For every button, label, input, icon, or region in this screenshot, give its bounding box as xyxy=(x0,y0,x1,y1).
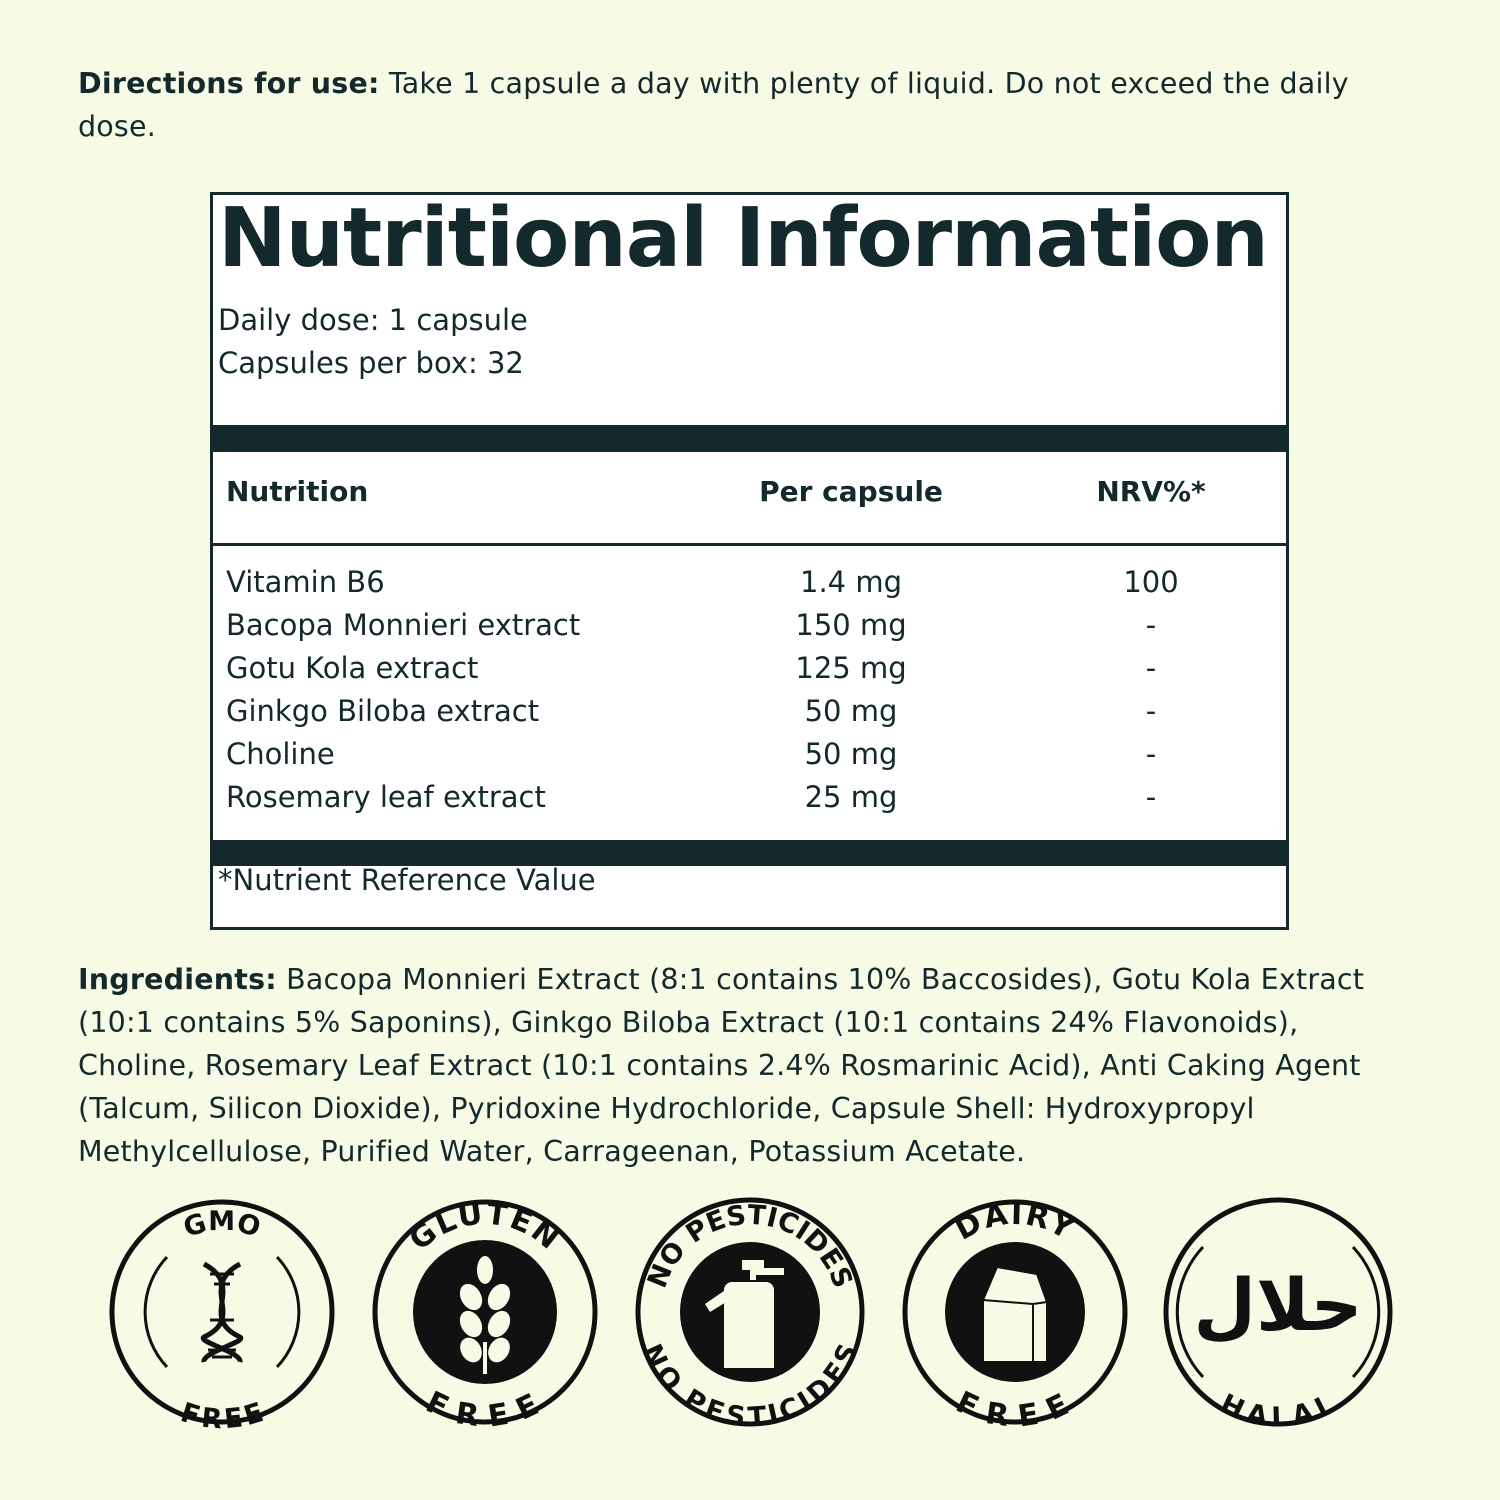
table-row: Choline 50 mg - xyxy=(213,737,1286,780)
capsules-per-box: Capsules per box: 32 xyxy=(218,346,524,380)
ingredients-text: Ingredients: Bacopa Monnieri Extract (8:… xyxy=(78,958,1418,1173)
nutrient-amount-value: 125 mg xyxy=(795,651,907,685)
nutrient-nrv-value: - xyxy=(1145,694,1157,728)
table-row: Rosemary leaf extract 25 mg - xyxy=(213,780,1286,823)
table-row: Ginkgo Biloba extract 50 mg - xyxy=(213,694,1286,737)
badge-top-text: DAIRY xyxy=(949,1197,1079,1248)
dna-icon xyxy=(200,1261,244,1363)
nutrient-name: Vitamin B6 xyxy=(226,565,385,599)
divider-bar xyxy=(210,425,1289,452)
badge-halal: حلال HALAL xyxy=(1163,1197,1393,1430)
directions-label: Directions for use: xyxy=(78,67,380,100)
nutrient-amount-value: 50 mg xyxy=(804,737,898,771)
badge-bottom-text: FREE xyxy=(177,1397,267,1430)
wheat-icon xyxy=(459,1256,511,1374)
milk-carton-icon xyxy=(982,1265,1048,1363)
svg-text:HALAL: HALAL xyxy=(1215,1388,1341,1430)
daily-dose: Daily dose: 1 capsule xyxy=(218,303,528,337)
nutrient-nrv-value: - xyxy=(1145,737,1157,771)
table-row: Bacopa Monnieri extract 150 mg - xyxy=(213,608,1286,651)
ingredients-body: Bacopa Monnieri Extract (8:1 contains 10… xyxy=(78,963,1365,1168)
badge-gluten-free: GLUTEN FREE xyxy=(372,1196,598,1430)
directions-body: Take 1 capsule a day with plenty of liqu… xyxy=(78,67,1349,143)
halal-icon: حلال xyxy=(1193,1263,1362,1347)
nutrient-amount-value: 50 mg xyxy=(804,694,898,728)
nutrition-panel: Nutritional Information Daily dose: 1 ca… xyxy=(210,191,1289,930)
column-header-nrv-label: NRV%* xyxy=(1096,475,1206,508)
badge-bottom-text: HALAL xyxy=(1215,1388,1339,1430)
nutrient-name: Ginkgo Biloba extract xyxy=(226,694,540,728)
nutrient-nrv-value: - xyxy=(1145,651,1157,685)
nutrient-nrv-value: 100 xyxy=(1123,565,1179,599)
directions-text: Directions for use: Take 1 capsule a day… xyxy=(78,62,1418,148)
badge-no-pesticides: NO PESTICIDES NO PESTICIDES xyxy=(635,1197,865,1430)
badge-top-text: GMO xyxy=(180,1206,264,1244)
table-row: Vitamin B6 1.4 mg 100 xyxy=(213,565,1286,608)
divider-bar-bottom xyxy=(210,840,1289,866)
ingredients-label: Ingredients: xyxy=(78,963,277,996)
column-header-per-capsule-label: Per capsule xyxy=(759,475,943,508)
nutrient-name: Choline xyxy=(226,737,335,771)
nutrient-name: Gotu Kola extract xyxy=(226,651,479,685)
header-divider xyxy=(213,543,1286,546)
footnote: *Nutrient Reference Value xyxy=(218,863,596,897)
nutrient-amount-value: 1.4 mg xyxy=(800,565,902,599)
nutrient-name: Rosemary leaf extract xyxy=(226,780,546,814)
table-row: Gotu Kola extract 125 mg - xyxy=(213,651,1286,694)
badge-dairy-free: DAIRY FREE xyxy=(902,1197,1128,1430)
column-header-nutrition: Nutrition xyxy=(226,475,369,508)
nutrient-name: Bacopa Monnieri extract xyxy=(226,608,581,642)
svg-text:FREE: FREE xyxy=(177,1397,267,1430)
nutrient-nrv-value: - xyxy=(1145,780,1157,814)
nutrient-nrv-value: - xyxy=(1145,608,1157,642)
certification-badges: GMO FREE GLUTEN FREE NO PESTICIDES NO PE… xyxy=(109,1196,1393,1430)
badge-gmo-free: GMO FREE xyxy=(109,1199,335,1430)
panel-title: Nutritional Information xyxy=(218,191,1269,286)
nutrient-amount-value: 25 mg xyxy=(804,780,898,814)
svg-text:GMO: GMO xyxy=(180,1206,264,1244)
spray-bottle-icon xyxy=(705,1260,784,1368)
nutrient-amount-value: 150 mg xyxy=(795,608,907,642)
svg-text:DAIRY: DAIRY xyxy=(949,1197,1081,1248)
